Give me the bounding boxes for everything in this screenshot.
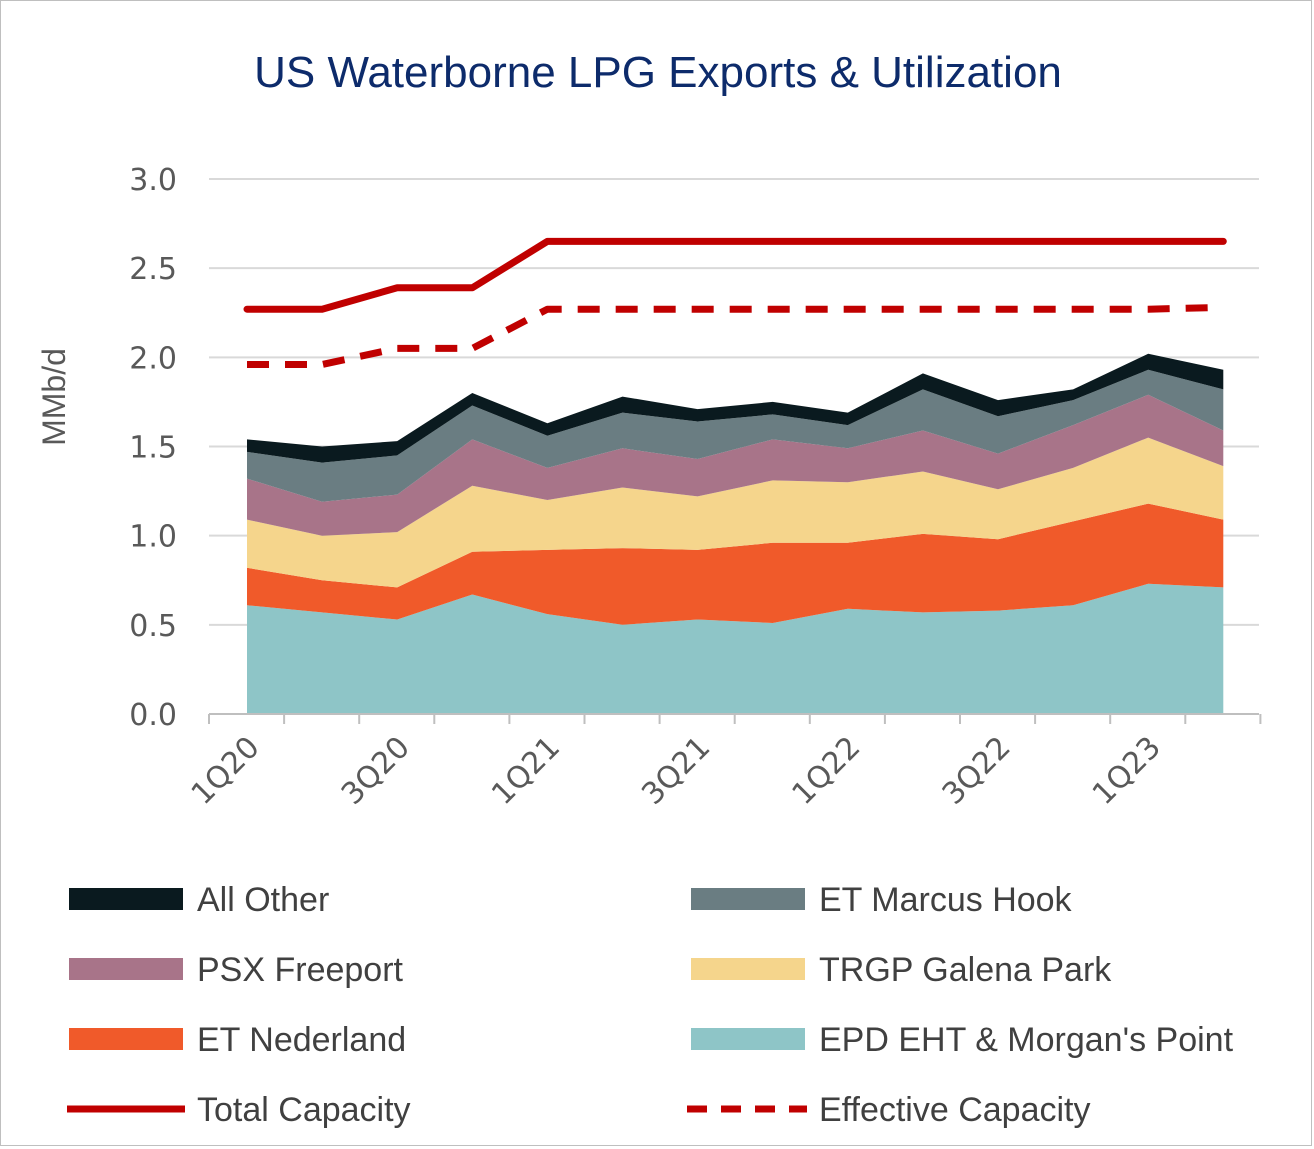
legend-item-trgp-galena-park: TRGP Galena Park bbox=[691, 951, 1112, 989]
chart-title: US Waterborne LPG Exports & Utilization bbox=[254, 48, 1062, 97]
y-tick-label: 3.0 bbox=[129, 163, 177, 198]
capacity-lines bbox=[243, 237, 1227, 368]
legend-swatch bbox=[69, 958, 183, 980]
legend-swatch bbox=[691, 1028, 805, 1050]
x-tick-label: 3Q22 bbox=[936, 730, 1018, 812]
y-tick-label: 0.5 bbox=[129, 609, 177, 644]
x-tick-label: 3Q20 bbox=[335, 730, 417, 812]
legend: All Other ET Marcus Hook PSX Freeport TRGP … bbox=[67, 881, 1234, 1129]
legend-label: Effective Capacity bbox=[819, 1091, 1091, 1129]
x-tick-label: 1Q20 bbox=[185, 730, 267, 812]
y-tick-label: 1.5 bbox=[129, 431, 177, 466]
stacked-areas bbox=[247, 353, 1224, 714]
legend-swatch bbox=[691, 958, 805, 980]
y-axis-label: MMb/d bbox=[36, 348, 72, 446]
x-tick-labels: 1Q20 3Q20 1Q21 3Q21 1Q22 3Q22 1Q23 bbox=[185, 730, 1168, 812]
line-effective-capacity bbox=[247, 303, 1224, 368]
x-tick-label: 3Q21 bbox=[635, 730, 717, 812]
legend-item-effective-capacity: Effective Capacity bbox=[687, 1091, 1091, 1129]
y-tick-label: 1.0 bbox=[129, 520, 177, 555]
legend-label: Total Capacity bbox=[197, 1091, 411, 1129]
legend-label: All Other bbox=[197, 881, 329, 919]
x-tick-label: 1Q22 bbox=[786, 730, 868, 812]
area-et-marcus-hook bbox=[247, 369, 1224, 502]
y-tick-labels: 0.0 0.5 1.0 1.5 2.0 2.5 3.0 bbox=[129, 163, 177, 733]
legend-item-et-marcus-hook: ET Marcus Hook bbox=[691, 881, 1073, 919]
y-tick-label: 0.0 bbox=[129, 698, 177, 733]
legend-label: PSX Freeport bbox=[197, 951, 404, 989]
legend-label: ET Nederland bbox=[197, 1021, 406, 1059]
area-et-nederland bbox=[247, 503, 1224, 625]
area-psx-freeport bbox=[247, 394, 1224, 536]
legend-item-psx-freeport: PSX Freeport bbox=[69, 951, 404, 989]
line-total-capacity bbox=[243, 237, 1227, 313]
y-tick-label: 2.0 bbox=[129, 341, 177, 376]
y-tick-label: 2.5 bbox=[129, 252, 177, 287]
legend-label: ET Marcus Hook bbox=[819, 881, 1073, 919]
legend-swatch bbox=[69, 888, 183, 910]
area-epd-eht-morgan-s-point bbox=[247, 583, 1224, 714]
legend-label: TRGP Galena Park bbox=[819, 951, 1112, 989]
legend-item-et-nederland: ET Nederland bbox=[69, 1021, 406, 1059]
legend-item-all-other: All Other bbox=[69, 881, 329, 919]
x-axis bbox=[208, 713, 1262, 724]
legend-swatch bbox=[69, 1028, 183, 1050]
legend-swatch bbox=[691, 888, 805, 910]
legend-label: EPD EHT & Morgan's Point bbox=[819, 1021, 1234, 1059]
x-tick-label: 1Q23 bbox=[1086, 730, 1168, 812]
legend-item-total-capacity: Total Capacity bbox=[67, 1091, 411, 1129]
area-all-other bbox=[247, 353, 1224, 463]
area-trgp-galena-park bbox=[247, 437, 1224, 588]
legend-item-epd-eht-morgan-s-point: EPD EHT & Morgan's Point bbox=[691, 1021, 1234, 1059]
x-tick-label: 1Q21 bbox=[485, 730, 567, 812]
